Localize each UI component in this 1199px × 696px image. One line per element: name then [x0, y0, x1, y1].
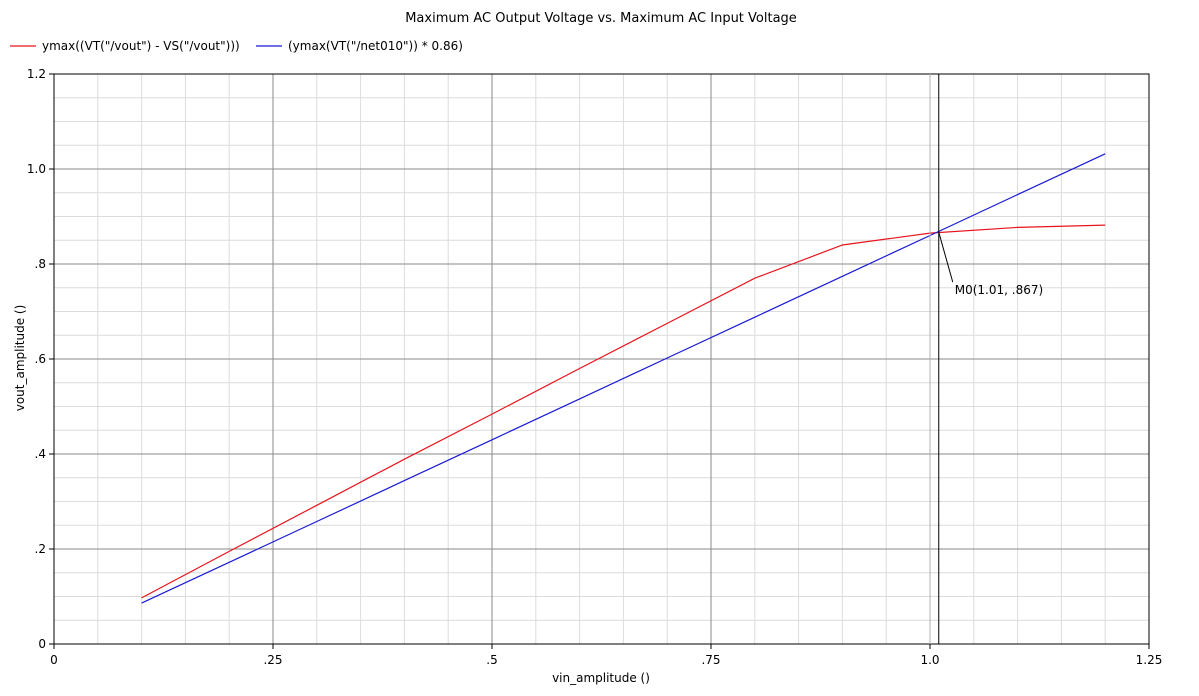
- marker-layer[interactable]: M0(1.01, .867): [929, 74, 1043, 644]
- major-grid: [53, 73, 1150, 645]
- y-axis-label: vout_amplitude (): [13, 305, 27, 412]
- y-tick-label: .6: [35, 352, 46, 366]
- legend[interactable]: ymax((VT("/vout") - VS("/vout"))) (ymax(…: [10, 39, 463, 53]
- y-tick-label: .4: [35, 447, 46, 461]
- y-tick-label: 1.2: [27, 67, 46, 81]
- y-tick-label: 1.0: [27, 162, 46, 176]
- chart-title: Maximum AC Output Voltage vs. Maximum AC…: [405, 11, 797, 26]
- series-layer[interactable]: [141, 153, 1106, 604]
- x-tick-label: .5: [486, 653, 497, 667]
- y-tick-label: .8: [35, 257, 46, 271]
- legend-label-series-1[interactable]: ymax((VT("/vout") - VS("/vout"))): [42, 39, 240, 53]
- series-line-1[interactable]: [141, 224, 1106, 599]
- x-tick-label: .75: [701, 653, 720, 667]
- marker-label[interactable]: M0(1.01, .867): [955, 283, 1043, 297]
- y-tick-label: .2: [35, 542, 46, 556]
- legend-label-series-2[interactable]: (ymax(VT("/net010")) * 0.86): [288, 39, 463, 53]
- series-line-2[interactable]: [141, 153, 1106, 604]
- x-tick-label: .25: [263, 653, 282, 667]
- y-tick-label: 0: [38, 637, 46, 651]
- x-axis-ticks: 0 .25 .5 .75 1.0 1.25: [50, 644, 1162, 667]
- x-tick-label: 1.25: [1136, 653, 1163, 667]
- x-axis-label: vin_amplitude (): [552, 671, 650, 685]
- y-axis-ticks: 0 .2 .4 .6 .8 1.0 1.2: [27, 67, 54, 651]
- x-tick-label: 0: [50, 653, 58, 667]
- marker-leader-line: [938, 232, 954, 283]
- x-tick-label: 1.0: [920, 653, 939, 667]
